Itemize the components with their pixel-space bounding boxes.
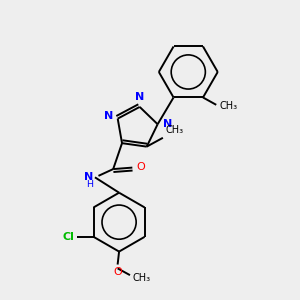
Text: CH₃: CH₃ <box>165 125 183 135</box>
Text: Cl: Cl <box>63 232 74 242</box>
Text: CH₃: CH₃ <box>220 101 238 111</box>
Text: N: N <box>104 111 113 121</box>
Text: CH₃: CH₃ <box>132 273 151 283</box>
Text: O: O <box>136 162 145 172</box>
Text: H: H <box>86 180 94 189</box>
Text: O: O <box>113 267 122 277</box>
Text: N: N <box>163 119 172 129</box>
Text: N: N <box>84 172 94 182</box>
Text: N: N <box>135 92 144 102</box>
